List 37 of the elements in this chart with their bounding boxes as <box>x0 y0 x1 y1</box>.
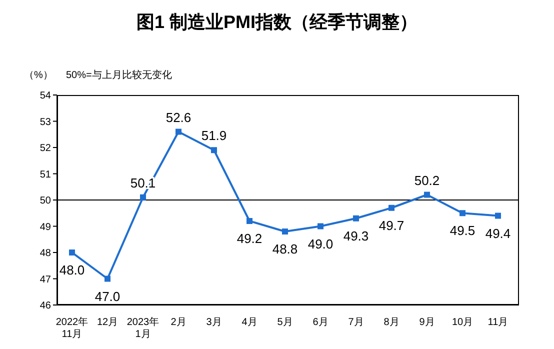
y-tick-label: 52 <box>40 143 52 154</box>
data-label: 49.2 <box>236 231 262 246</box>
y-tick-label: 50 <box>40 196 52 207</box>
x-tick-label: 3月 <box>206 317 222 328</box>
y-axis-title: （%） <box>24 69 53 82</box>
y-tick-label: 54 <box>40 90 52 102</box>
data-label: 49.0 <box>308 236 334 252</box>
y-tick-label: 48 <box>40 248 52 260</box>
x-tick-label: 4月 <box>242 317 258 328</box>
data-label: 49.5 <box>450 223 476 238</box>
x-tick-label: 2月 <box>170 317 186 328</box>
data-label: 52.6 <box>166 110 192 125</box>
data-label: 48.0 <box>59 262 85 278</box>
x-tick-label: 2023年 1月 <box>126 316 160 340</box>
y-tick-label: 47 <box>40 274 52 286</box>
y-tick-label: 51 <box>40 169 52 180</box>
data-label: 48.8 <box>272 242 298 256</box>
x-tick-label: 5月 <box>277 317 293 328</box>
x-tick-label: 11月 <box>488 317 508 328</box>
x-tick-label: 6月 <box>312 317 328 328</box>
data-label: 49.4 <box>485 226 511 241</box>
x-tick-label: 8月 <box>384 317 400 328</box>
x-tick-label: 7月 <box>348 317 364 328</box>
data-label: 47.0 <box>94 288 120 304</box>
y-tick-label: 49 <box>40 222 52 233</box>
chart-title: 图1 制造业PMI指数（经季节调整） <box>135 11 418 34</box>
x-tick-label: 2022年 11月 <box>56 316 88 340</box>
x-tick-label: 10月 <box>452 317 474 328</box>
y-tick-label: 46 <box>40 300 52 312</box>
y-tick-label: 53 <box>40 116 52 128</box>
data-label: 49.3 <box>343 228 369 244</box>
x-tick-label: 9月 <box>419 317 435 328</box>
x-tick-label: 12月 <box>96 317 118 328</box>
text: 50%=与上月比较无变化 <box>66 68 172 82</box>
data-label: 50.2 <box>414 172 440 188</box>
data-label: 49.7 <box>378 218 404 233</box>
data-label: 51.9 <box>201 128 227 144</box>
